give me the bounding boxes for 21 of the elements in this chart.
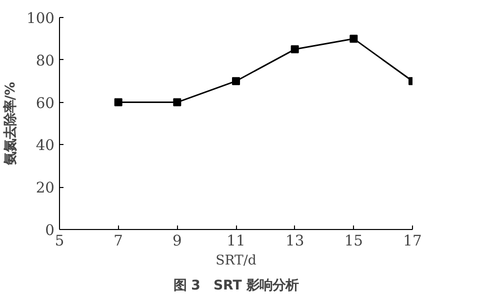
point bbox=[232, 77, 240, 86]
x-tick-label: 17 bbox=[403, 232, 422, 250]
y-tick-label: 60 bbox=[36, 94, 55, 112]
x-tick-label: 5 bbox=[54, 232, 64, 250]
x-tick-label: 11 bbox=[226, 232, 246, 250]
x-axis-title: SRT/d bbox=[216, 254, 257, 268]
y-tick-label: 80 bbox=[36, 52, 55, 70]
x-tick-label: 13 bbox=[286, 232, 304, 250]
y-tick-label: 100 bbox=[26, 10, 55, 27]
x-tick-label: 15 bbox=[344, 232, 363, 250]
caption: 图 3 SRT 影响分析 bbox=[174, 278, 298, 294]
x-tick-label: 7 bbox=[114, 232, 123, 250]
point bbox=[290, 45, 299, 54]
y-tick-label: 20 bbox=[36, 180, 55, 197]
y-tick-label: 0 bbox=[45, 222, 55, 239]
point bbox=[350, 34, 358, 43]
y-tick-label: 40 bbox=[36, 137, 55, 154]
point bbox=[173, 98, 182, 106]
y-axis-title: 氨氮去除率/% bbox=[2, 82, 19, 166]
x-tick-label: 9 bbox=[172, 232, 182, 250]
point bbox=[114, 98, 122, 106]
